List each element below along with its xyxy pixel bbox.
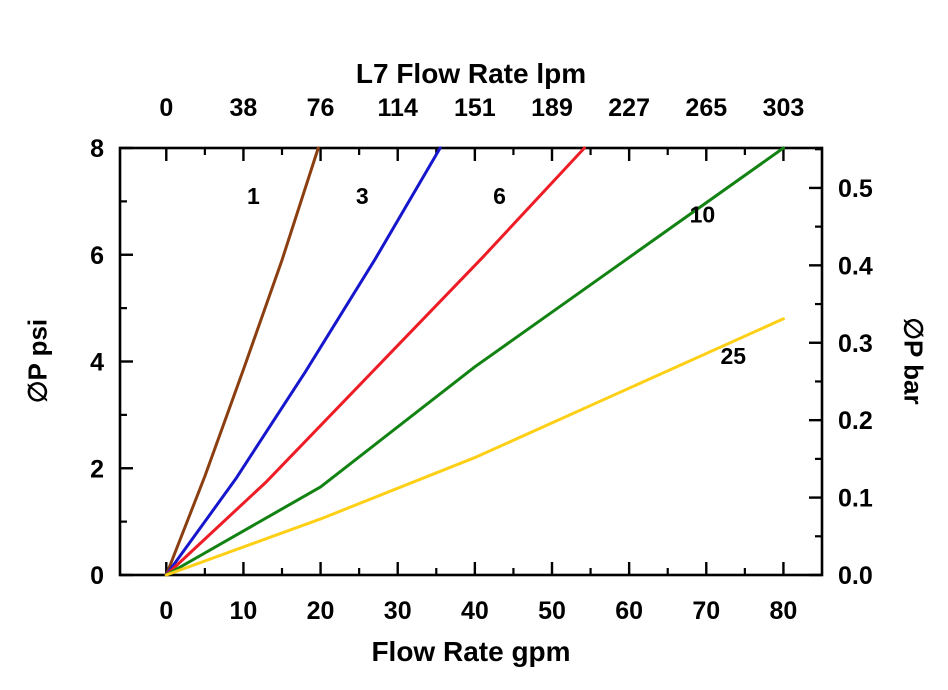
- y-axis-left-tick-label: 2: [90, 455, 104, 483]
- top-axis-title: L7 Flow Rate lpm: [355, 58, 587, 89]
- top-axis-tick-label: 0: [159, 94, 173, 122]
- series-line-25: [164, 317, 785, 577]
- series-line-6: [164, 146, 586, 577]
- x-axis-tick-label: 40: [461, 597, 489, 625]
- series-line-10: [164, 146, 785, 577]
- series-label-25: 25: [720, 343, 746, 369]
- y-axis-right-tick-label: 0.2: [838, 407, 873, 435]
- y-axis-right-tick-label: 0.5: [838, 175, 873, 203]
- y-axis-right-tick-label: 0.1: [838, 485, 873, 513]
- y-axis-left-tick-label: 8: [90, 135, 104, 163]
- series-label-10: 10: [690, 202, 716, 228]
- x-axis-tick-label: 60: [615, 597, 643, 625]
- y-axis-right-tick-label: 0.3: [838, 330, 873, 358]
- y-axis-left-tick-label: 4: [90, 349, 104, 377]
- right-axis-title: ∅P bar: [898, 317, 929, 405]
- top-axis-tick-label: 38: [230, 94, 258, 122]
- y-axis-right-tick-label: 0.0: [838, 562, 873, 590]
- series-label-1: 1: [247, 183, 260, 209]
- series-line-1: [164, 146, 320, 577]
- x-axis-tick-label: 20: [307, 597, 335, 625]
- x-axis-tick-label: 30: [384, 597, 412, 625]
- top-axis-tick-label: 76: [307, 94, 335, 122]
- x-axis-tick-label: 80: [770, 597, 798, 625]
- series-label-6: 6: [493, 183, 506, 209]
- top-axis-tick-label: 189: [531, 94, 573, 122]
- bottom-axis-title: Flow Rate gpm: [371, 636, 571, 667]
- x-axis-tick-label: 70: [692, 597, 720, 625]
- top-axis-tick-label: 265: [685, 94, 727, 122]
- x-axis-tick-label: 0: [159, 597, 173, 625]
- top-axis-tick-label: 227: [608, 94, 650, 122]
- top-axis-tick-label: 151: [454, 94, 496, 122]
- y-axis-left-tick-label: 0: [90, 562, 104, 590]
- top-axis-tick-label: 303: [763, 94, 805, 122]
- series-line-3: [164, 146, 442, 577]
- series-label-3: 3: [356, 183, 369, 209]
- x-axis-tick-label: 10: [230, 597, 258, 625]
- y-axis-left-tick-label: 6: [90, 242, 104, 270]
- plot-border: [118, 146, 824, 577]
- left-axis-title: ∅P psi: [22, 318, 53, 404]
- top-axis-tick-label: 114: [378, 94, 418, 122]
- y-axis-right-tick-label: 0.4: [838, 252, 873, 280]
- x-axis-tick-label: 50: [538, 597, 566, 625]
